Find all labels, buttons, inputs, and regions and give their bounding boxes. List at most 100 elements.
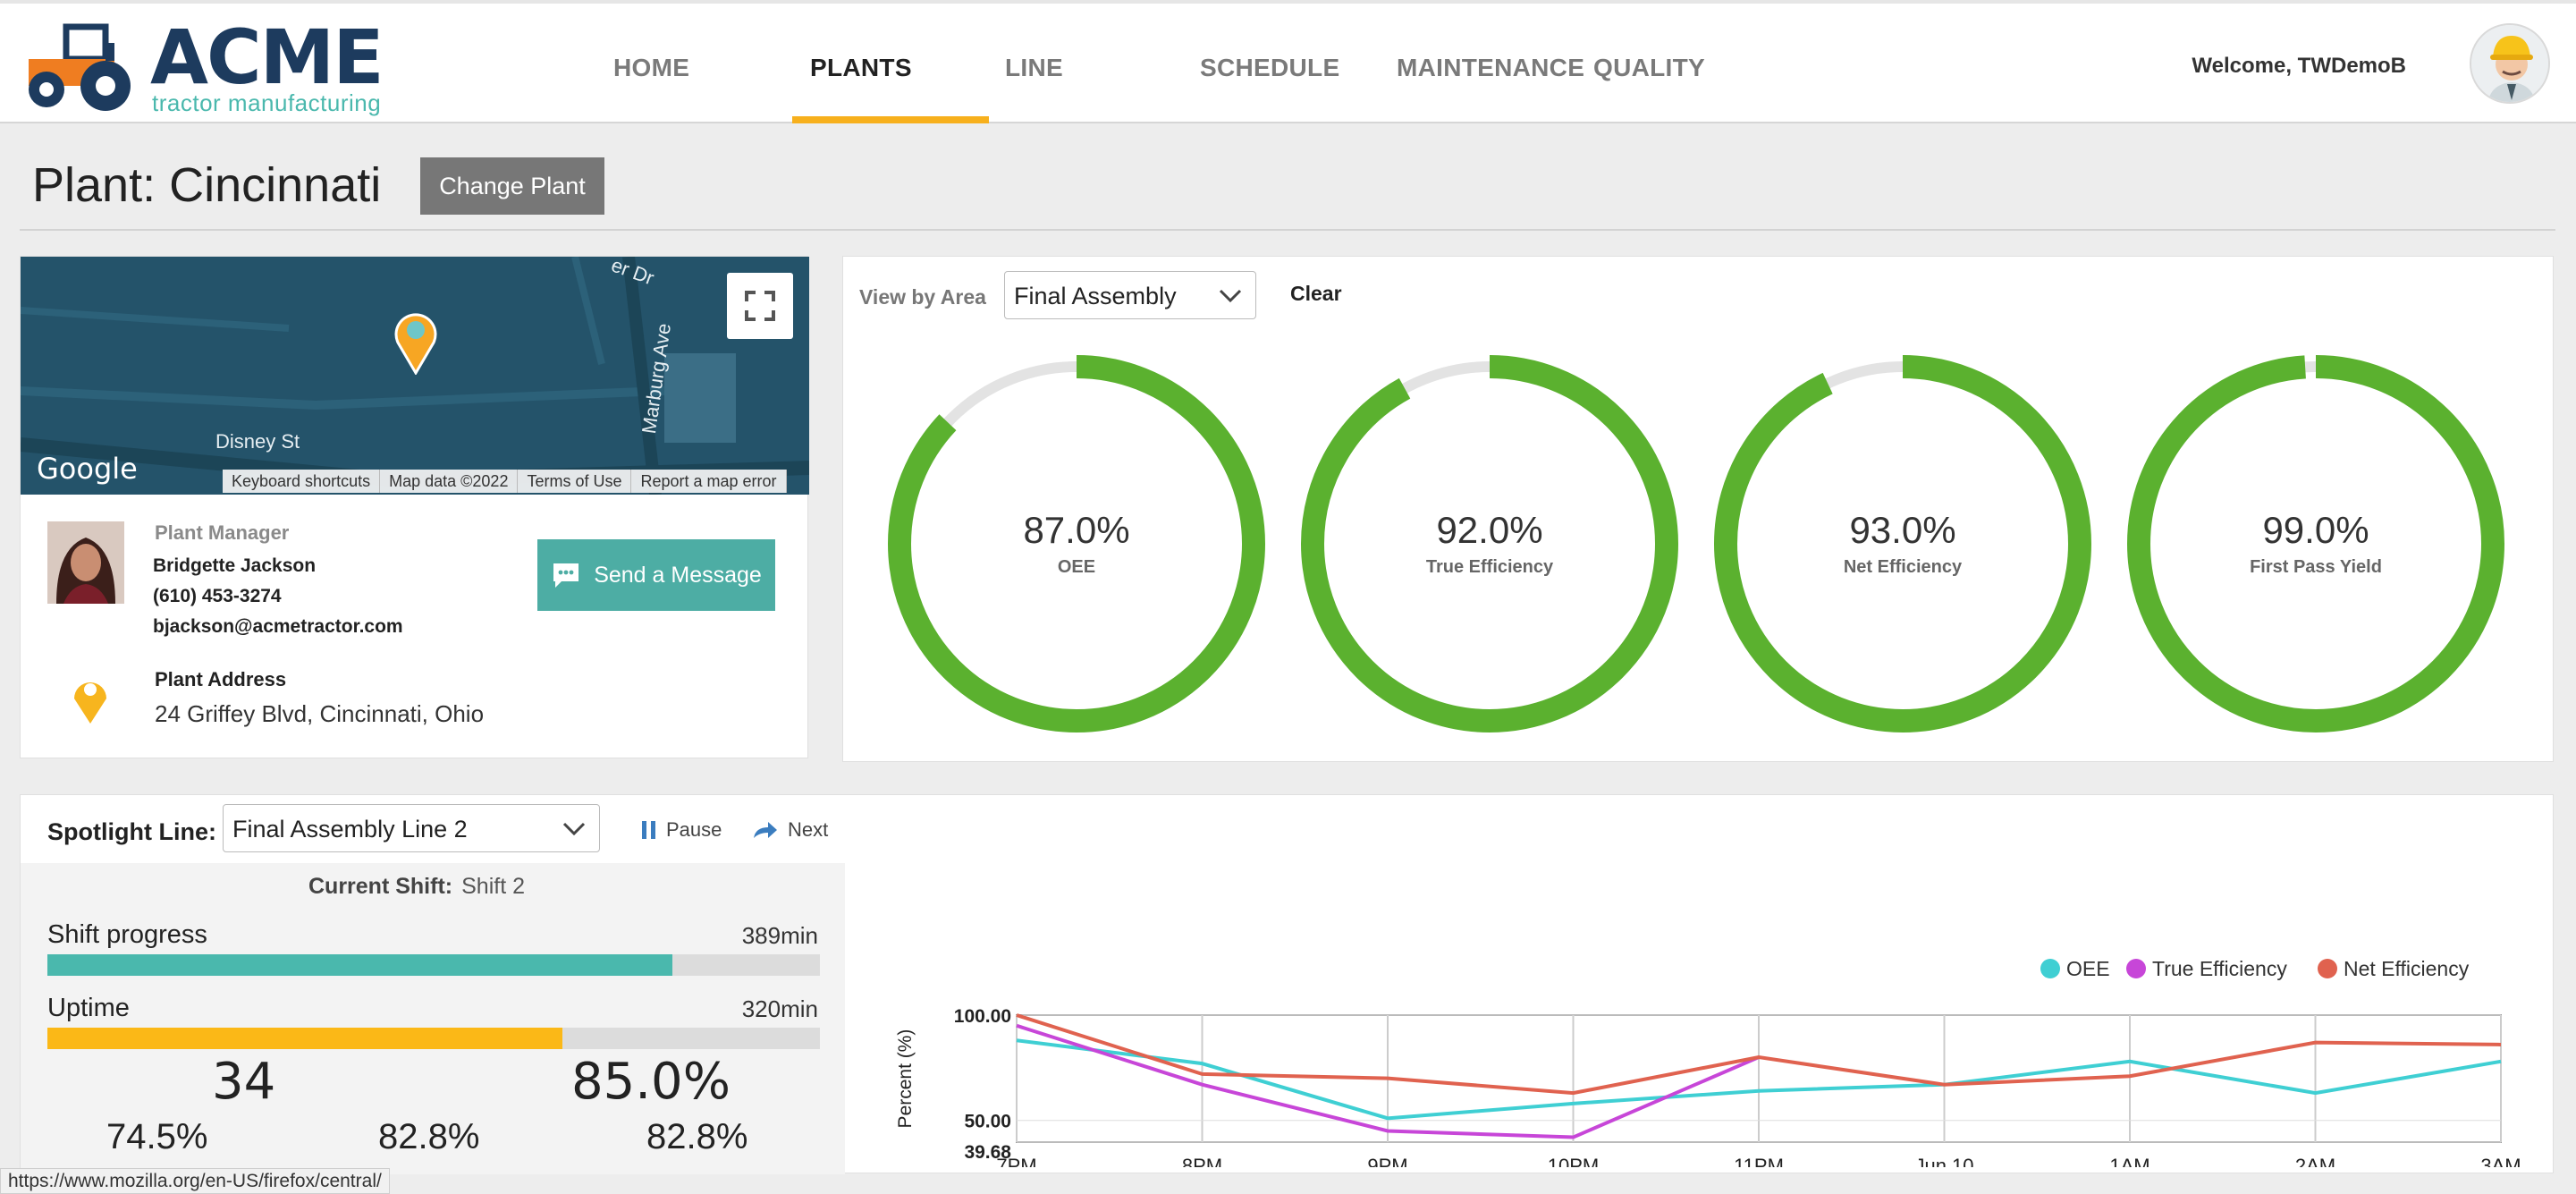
report-error-link[interactable]: Report a map error: [631, 470, 787, 493]
spotlight-line-label: Spotlight Line:: [47, 818, 216, 845]
terms-link[interactable]: Terms of Use: [518, 470, 632, 493]
nav-quality[interactable]: QUALITY: [1593, 54, 1705, 81]
gauge-oee: 87.0% OEE: [884, 351, 1269, 736]
shift-progress-fill: [47, 954, 672, 976]
worker-avatar-icon: [2471, 25, 2548, 102]
active-nav-indicator: [792, 116, 989, 123]
uptime-fill: [47, 1028, 563, 1049]
gauge-value: 92.0%: [1436, 509, 1543, 551]
legend-label[interactable]: OEE: [2066, 957, 2110, 980]
current-shift-value: Shift 2: [461, 874, 525, 899]
gauge-ring: [2127, 355, 2504, 732]
legend-marker: [2040, 959, 2060, 978]
plant-title-name: Cincinnati: [169, 158, 382, 212]
current-shift-label: Current Shift:: [308, 874, 453, 899]
metric-count: 34: [212, 1053, 276, 1111]
area-select[interactable]: Final Assembly: [1004, 271, 1256, 319]
gauge-ring: [888, 355, 1265, 732]
metric-small-3: 82.8%: [646, 1117, 748, 1156]
spotlight-selected-value: Final Assembly Line 2: [232, 816, 468, 843]
shift-progress-minutes: 389min: [741, 922, 818, 949]
title-divider: [20, 229, 2555, 231]
next-button[interactable]: Next: [752, 818, 828, 842]
gauge-arc: [888, 355, 1265, 732]
y-axis-label: Percent (%): [895, 1029, 916, 1129]
manager-phone[interactable]: (610) 453-3274: [153, 586, 282, 606]
gauge-true-efficiency: 92.0% True Efficiency: [1297, 351, 1682, 736]
plant-title-prefix: Plant:: [32, 158, 156, 212]
plant-address-value: 24 Griffey Blvd, Cincinnati, Ohio: [155, 700, 485, 727]
gauge-first-pass-yield: 99.0% First Pass Yield: [2124, 351, 2508, 736]
gauge-ring: [1714, 355, 2091, 732]
metric-small-2: 82.8%: [378, 1117, 480, 1156]
area-selected-value: Final Assembly: [1014, 283, 1177, 309]
location-pin-icon: [74, 682, 106, 724]
shift-progress-label: Shift progress: [47, 920, 207, 949]
y-tick-label: 100.00: [954, 1006, 1011, 1027]
gauge-label: True Efficiency: [1425, 557, 1554, 577]
manager-name: Bridgette Jackson: [153, 555, 317, 576]
gauge-label: Net Efficiency: [1843, 557, 1963, 577]
uptime-label: Uptime: [47, 994, 130, 1022]
pause-button[interactable]: Pause: [641, 818, 722, 842]
send-message-label: Send a Message: [594, 562, 762, 588]
uptime-minutes: 320min: [741, 995, 818, 1022]
forward-arrow-icon: [754, 822, 777, 838]
map-roads: [21, 257, 809, 495]
chevron-down-icon: [562, 822, 586, 836]
nav-home[interactable]: HOME: [613, 54, 690, 81]
x-tick-label: 9PM: [1367, 1155, 1407, 1167]
x-tick-label: 8PM: [1182, 1155, 1222, 1167]
gauge-arc: [1714, 355, 2091, 732]
map-fullscreen-button[interactable]: [727, 273, 793, 339]
user-avatar[interactable]: [2470, 23, 2550, 104]
legend-marker: [2318, 959, 2337, 978]
uptime-bar: [47, 1028, 820, 1049]
gauge-value: 93.0%: [1849, 509, 1956, 551]
send-message-button[interactable]: Send a Message: [537, 539, 775, 611]
manager-photo: [47, 521, 124, 604]
plant-map[interactable]: Disney St Marburg Ave er Dr Google Keybo…: [21, 257, 809, 495]
gauge-label: OEE: [1057, 557, 1096, 577]
next-label: Next: [788, 818, 829, 841]
keyboard-shortcuts-link[interactable]: Keyboard shortcuts: [223, 470, 381, 493]
gauge-arc: [2127, 355, 2504, 732]
shift-progress-bar: [47, 954, 820, 976]
change-plant-button[interactable]: Change Plant: [420, 157, 604, 215]
spotlight-line-select[interactable]: Final Assembly Line 2: [223, 804, 600, 852]
top-header: ACME tractor manufacturing HOME PLANTS L…: [0, 0, 2576, 123]
gauge-value: 99.0%: [2262, 509, 2369, 551]
x-tick-label: 1AM: [2109, 1155, 2149, 1167]
gauge-net-efficiency: 93.0% Net Efficiency: [1710, 351, 2095, 736]
series-line-oee: [1016, 1038, 2502, 1121]
clear-area-link[interactable]: Clear: [1290, 282, 1342, 305]
x-tick-label: 11PM: [1734, 1155, 1784, 1167]
manager-portrait-icon: [47, 521, 124, 604]
y-tick-label: 39.68: [964, 1142, 1011, 1163]
metric-small-1: 74.5%: [106, 1117, 208, 1156]
nav-plants[interactable]: PLANTS: [810, 54, 912, 81]
plant-manager-label: Plant Manager: [155, 521, 290, 544]
legend-label[interactable]: Net Efficiency: [2344, 957, 2470, 980]
x-tick-label: 2AM: [2295, 1155, 2335, 1167]
efficiency-line-chart: 7PM 8PM 9PM 10PM 11PM Jun 10 1AM 2AM 3AM 100.00 50…: [895, 957, 2521, 1167]
shift-panel: Current Shift: Shift 2 Shift progress 389…: [21, 863, 845, 1174]
logo-subtitle: tractor manufacturing: [152, 89, 382, 116]
manager-email[interactable]: bjackson@acmetractor.com: [153, 616, 403, 637]
nav-line[interactable]: LINE: [1005, 54, 1063, 81]
nav-maintenance[interactable]: MAINTENANCE: [1397, 54, 1585, 81]
metric-percent: 85.0%: [571, 1053, 731, 1111]
legend-label[interactable]: True Efficiency: [2152, 957, 2287, 980]
x-tick-label: 10PM: [1548, 1155, 1599, 1167]
map-attribution: Keyboard shortcuts Map data ©2022 Terms …: [223, 470, 787, 493]
view-by-area-label: View by Area: [859, 285, 986, 309]
map-pin-icon[interactable]: [389, 303, 443, 375]
gauge-value: 87.0%: [1023, 509, 1130, 551]
logo-word: ACME: [150, 13, 384, 101]
gauge-ring: [1301, 355, 1678, 732]
acme-logo[interactable]: ACME tractor manufacturing: [20, 16, 395, 116]
series-line-true-efficiency: [1016, 1023, 1760, 1139]
nav-schedule[interactable]: SCHEDULE: [1200, 54, 1340, 81]
x-tick-label: Jun 10: [1914, 1155, 1973, 1167]
page-title: Plant: Cincinnati: [32, 157, 381, 213]
